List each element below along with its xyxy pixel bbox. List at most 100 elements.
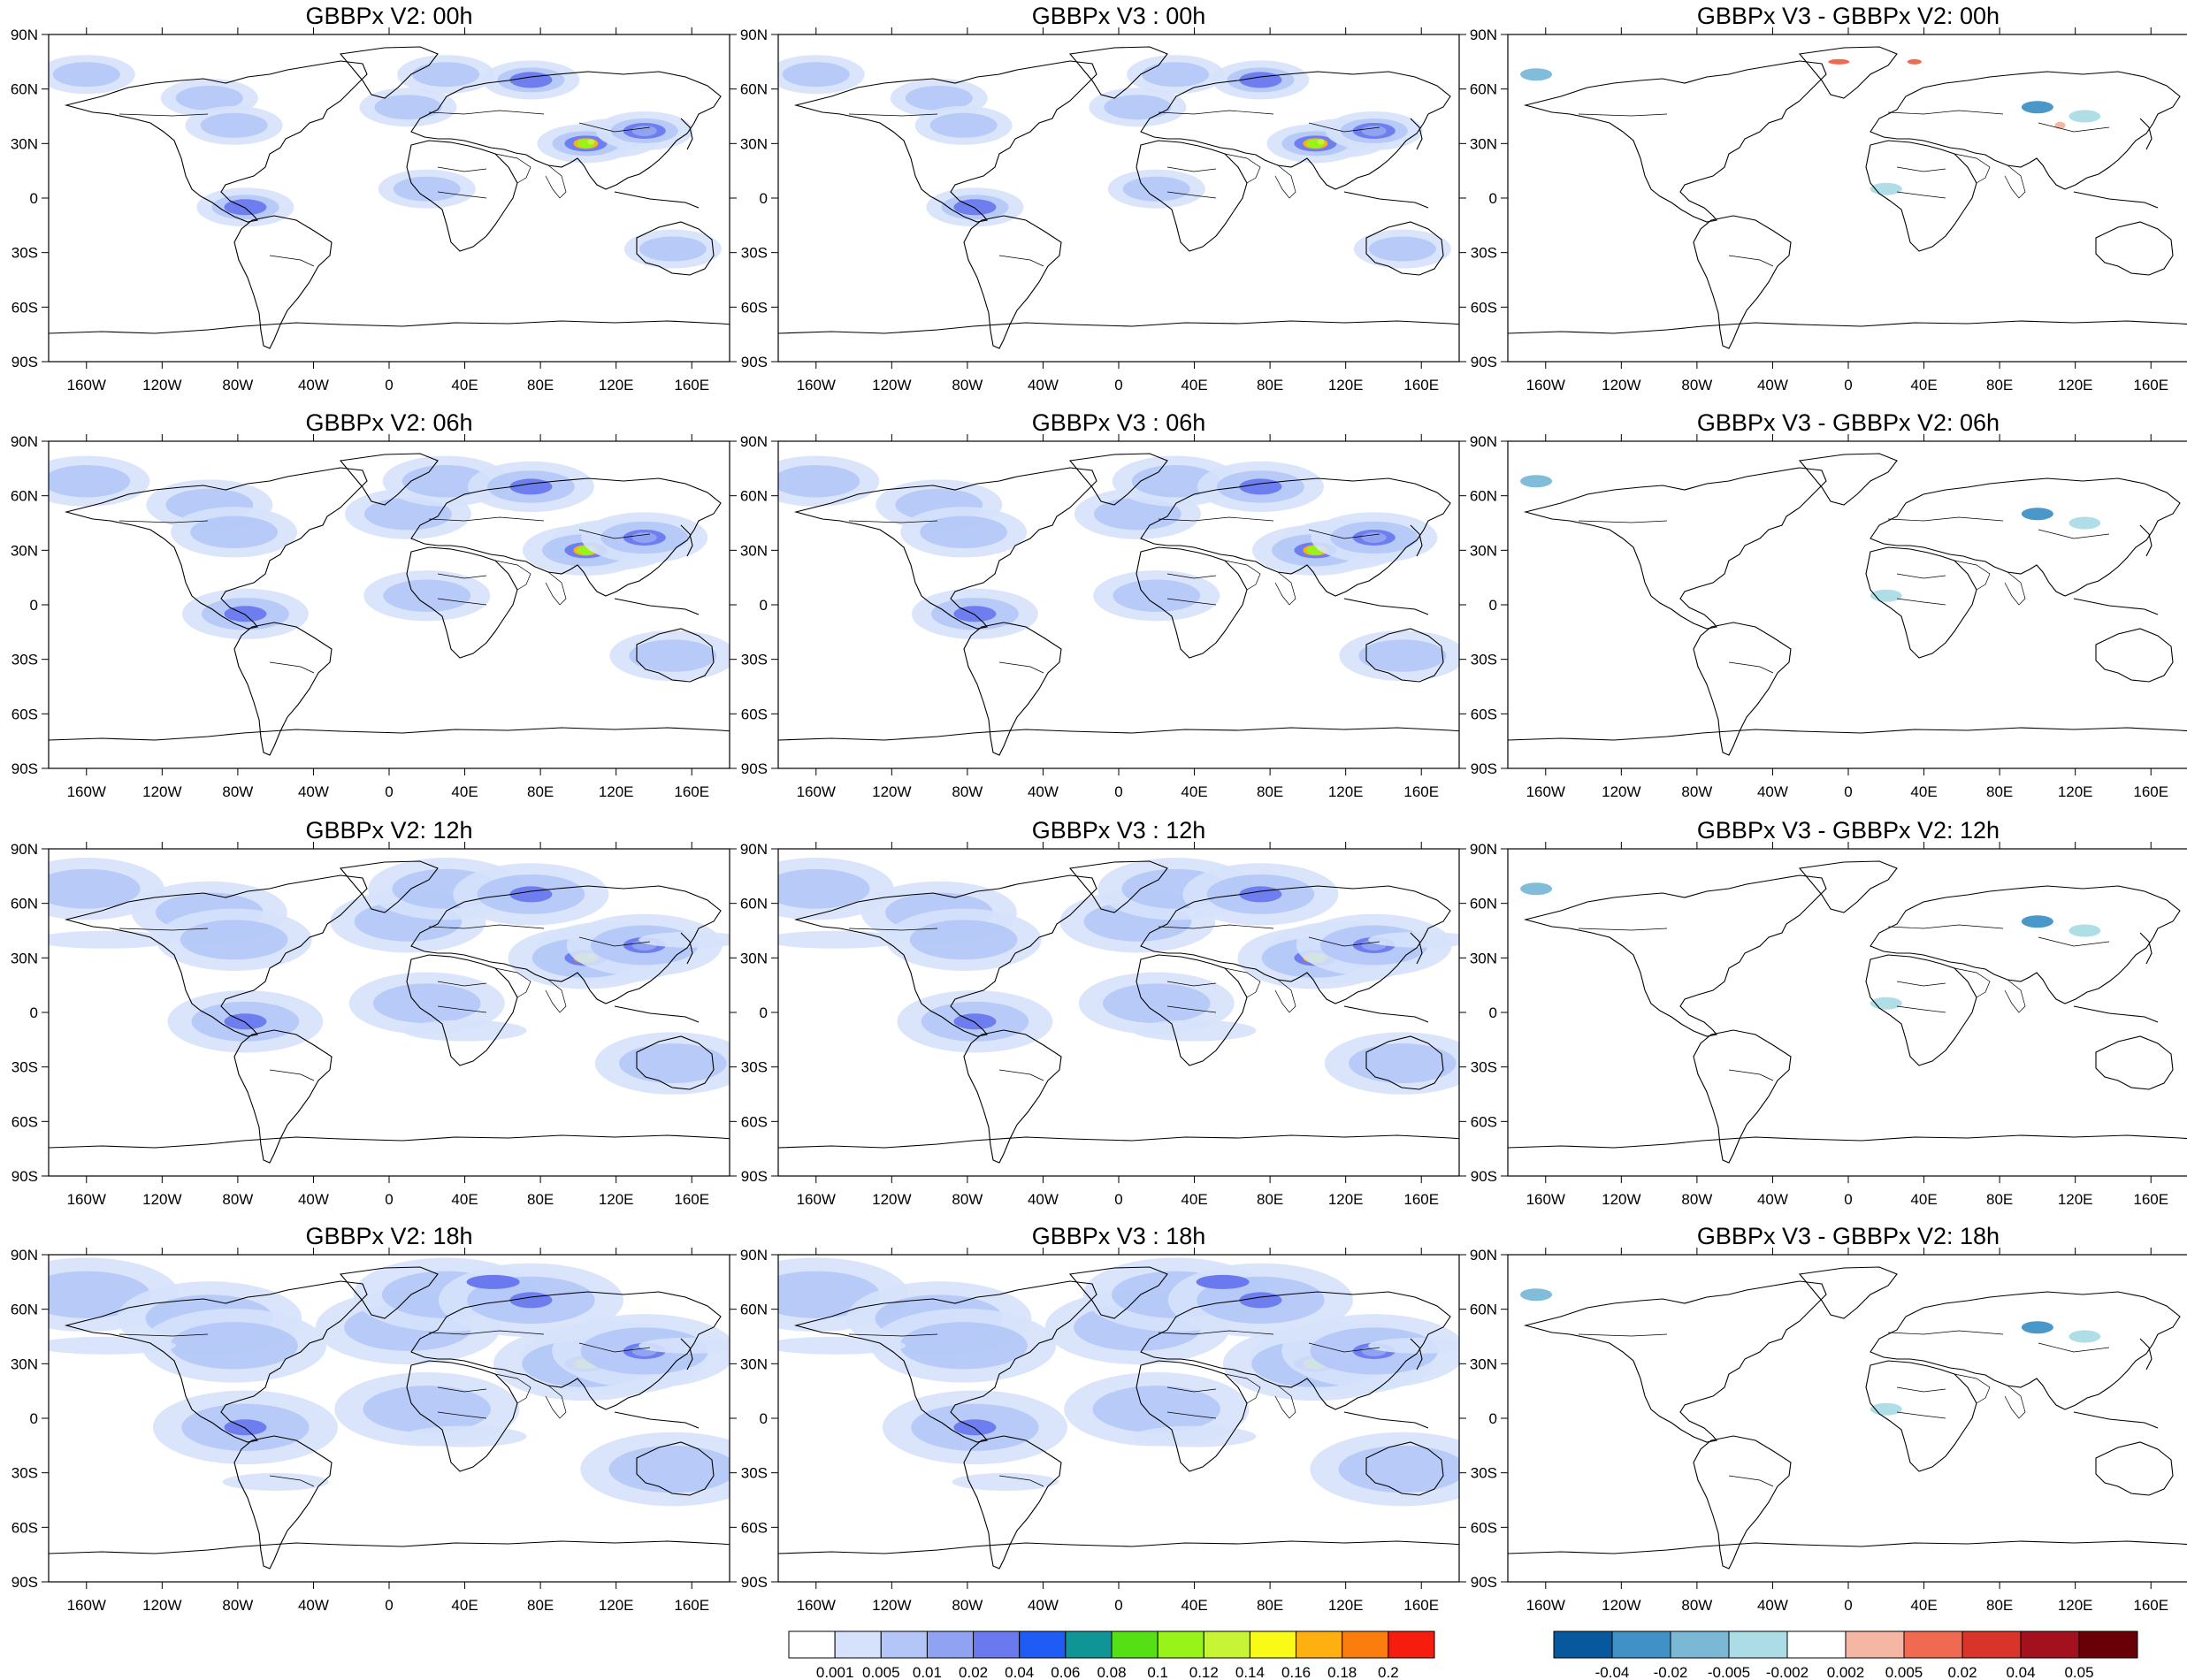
lat-label: 0 bbox=[760, 1410, 768, 1427]
lon-label: 80W bbox=[1681, 1191, 1712, 1208]
plume-core bbox=[466, 1274, 520, 1289]
lon-label: 80W bbox=[222, 1191, 253, 1208]
plume-streak bbox=[1368, 931, 1459, 948]
lon-label: 160W bbox=[1526, 1191, 1565, 1208]
lon-label: 0 bbox=[1114, 1597, 1122, 1614]
lon-label: 40E bbox=[1181, 783, 1207, 800]
lat-label: 90N bbox=[11, 1247, 38, 1264]
plume-mid bbox=[1338, 1445, 1459, 1493]
colorbar-label: 0.02 bbox=[959, 1664, 988, 1680]
plume-core bbox=[1239, 478, 1282, 495]
plume-core bbox=[509, 72, 553, 88]
lon-label: 160E bbox=[1403, 1597, 1439, 1614]
coastlines bbox=[1508, 453, 2187, 756]
lon-label: 160W bbox=[1526, 1597, 1565, 1614]
map-panel: GBBPx V2: 12h 160W 120W 80W 40W 0 40E 80E 120E 16… bbox=[11, 817, 737, 1208]
plume-mid bbox=[1093, 498, 1181, 531]
diff-patch bbox=[1520, 475, 1553, 488]
lon-label: 40W bbox=[298, 377, 329, 393]
plume-mid bbox=[1368, 236, 1436, 262]
lon-label: 120E bbox=[2058, 1597, 2093, 1614]
plume-mid bbox=[778, 465, 860, 498]
lat-label: 30N bbox=[740, 135, 768, 152]
plume-core bbox=[1196, 1274, 1250, 1289]
colorbar-box bbox=[926, 1630, 975, 1659]
map-field bbox=[49, 46, 730, 349]
colorbar-label: -0.02 bbox=[1654, 1664, 1688, 1680]
lat-label: 60N bbox=[11, 81, 38, 98]
colorbar-label: -0.04 bbox=[1595, 1664, 1630, 1680]
lat-label: 30N bbox=[1470, 950, 1497, 966]
lon-label: 40E bbox=[1910, 377, 1937, 393]
lon-label: 120W bbox=[1602, 377, 1640, 393]
lon-label: 160W bbox=[797, 783, 836, 800]
plume-mid bbox=[52, 62, 120, 88]
lon-label: 40W bbox=[298, 1597, 329, 1614]
map-field bbox=[1508, 453, 2187, 756]
lat-label: 90N bbox=[740, 433, 768, 450]
lon-label: 120E bbox=[599, 783, 634, 800]
lon-label: 40E bbox=[1181, 1597, 1207, 1614]
lon-label: 40E bbox=[1910, 1597, 1937, 1614]
lon-label: 120W bbox=[142, 1597, 181, 1614]
lon-label: 120E bbox=[599, 1191, 634, 1208]
map-field bbox=[49, 858, 730, 1164]
panel-title: GBBPx V3 : 00h bbox=[1032, 3, 1206, 29]
plume-mid bbox=[175, 85, 243, 111]
colorbar-box bbox=[2020, 1630, 2080, 1659]
lon-label: 160W bbox=[797, 1597, 836, 1614]
map-panel: GBBPx V2: 06h 160W 120W 80W 40W 0 40E 80E 120E 16… bbox=[11, 409, 737, 800]
colorbar-box bbox=[1019, 1630, 1067, 1659]
plume-mid bbox=[909, 920, 1018, 960]
map-panel: GBBPx V3 : 06h 160W 120W 80W 40W 0 40E 80E 120E 1… bbox=[740, 409, 1466, 800]
plume-mid bbox=[899, 1322, 1028, 1370]
diff-patch bbox=[1907, 58, 1922, 65]
plume-core bbox=[953, 606, 997, 622]
plume-mid bbox=[180, 920, 288, 960]
lat-label: 30S bbox=[11, 245, 38, 262]
lon-label: 120W bbox=[872, 1597, 911, 1614]
lon-label: 160E bbox=[2133, 377, 2168, 393]
plume-core bbox=[224, 199, 267, 216]
colorbar-box bbox=[880, 1630, 928, 1659]
lon-label: 40E bbox=[1181, 1191, 1207, 1208]
lat-label: 60N bbox=[740, 81, 768, 98]
lat-label: 0 bbox=[760, 1004, 768, 1021]
colorbar-box bbox=[1388, 1630, 1435, 1659]
lon-label: 40W bbox=[1028, 783, 1059, 800]
diff-patch bbox=[2021, 1321, 2053, 1334]
plume-mid bbox=[1092, 1386, 1220, 1433]
lon-label: 0 bbox=[1114, 783, 1122, 800]
lat-label: 30S bbox=[11, 1059, 38, 1076]
lat-label: 90S bbox=[11, 354, 38, 370]
colorbar-label: 0.002 bbox=[1827, 1664, 1865, 1680]
lat-label: 0 bbox=[30, 190, 38, 207]
lon-label: 80W bbox=[222, 1597, 253, 1614]
plume-peak bbox=[631, 125, 657, 136]
colorbar-box bbox=[1553, 1630, 1613, 1659]
lon-label: 80E bbox=[527, 1597, 554, 1614]
lon-label: 40E bbox=[451, 1597, 478, 1614]
plume-core bbox=[224, 606, 267, 622]
lon-label: 160W bbox=[797, 1191, 836, 1208]
lon-label: 80E bbox=[1257, 783, 1283, 800]
colorbar-label: 0.12 bbox=[1189, 1664, 1219, 1680]
lat-label: 60S bbox=[11, 299, 38, 316]
colorbar-box bbox=[1342, 1630, 1389, 1659]
lon-label: 80E bbox=[527, 1191, 554, 1208]
lat-label: 90S bbox=[11, 1574, 38, 1591]
lon-label: 40W bbox=[1028, 377, 1059, 393]
lat-label: 60N bbox=[740, 488, 768, 505]
plume-mid bbox=[1113, 579, 1201, 612]
colorbar-box bbox=[1961, 1630, 2022, 1659]
plume-peak bbox=[631, 531, 657, 543]
lon-label: 120W bbox=[1602, 1597, 1640, 1614]
plume-mid bbox=[363, 498, 452, 531]
lon-label: 80W bbox=[952, 1191, 983, 1208]
lon-label: 40W bbox=[1757, 783, 1788, 800]
map-panel: GBBPx V3 - GBBPx V2: 12h 160W 120W 80W 40W 0 4… bbox=[1470, 817, 2187, 1208]
plume-mid bbox=[629, 639, 717, 672]
plume-mid bbox=[363, 1386, 491, 1433]
map-field bbox=[778, 858, 1459, 1164]
diff-patch bbox=[1520, 1288, 1553, 1302]
